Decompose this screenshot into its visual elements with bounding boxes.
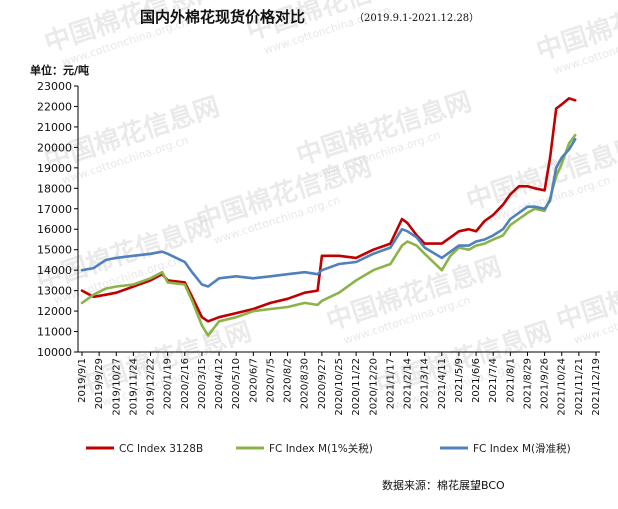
x-tick-label: 2020/5/10 (231, 358, 242, 409)
y-tick-label: 19000 (37, 162, 72, 175)
series-line-1 (80, 97, 577, 323)
y-tick-label: 18000 (37, 182, 72, 195)
x-tick-label: 2021/12/19 (591, 358, 602, 416)
series-line-2 (80, 133, 577, 337)
chart-title: 国内外棉花现货价格对比 (140, 8, 305, 26)
y-tick-label: 13000 (37, 285, 72, 298)
x-tick-label: 2021/6/6 (471, 358, 482, 403)
y-tick-label: 22000 (37, 100, 72, 113)
y-tick-label: 20000 (37, 141, 72, 154)
x-tick-label: 2020/3/15 (197, 358, 208, 409)
x-tick-label: 2021/10/24 (557, 358, 568, 416)
y-tick-label: 12000 (37, 305, 72, 318)
x-tick-label: 2020/7/5 (265, 358, 276, 403)
legend: CC Index 3128B FC Index M(1%关税) FC Index M… (86, 442, 571, 455)
x-tick-label: 2019/9/1 (77, 358, 88, 403)
y-tick-label: 10000 (37, 346, 72, 359)
x-tick-label: 2021/4/11 (437, 358, 448, 409)
series-layer (80, 97, 577, 337)
y-tick-label: 23000 (37, 80, 72, 93)
x-tick-label: 2019/11/24 (128, 358, 139, 416)
y-tick-label: 14000 (37, 264, 72, 277)
x-tick-label: 2020/8/2 (283, 358, 294, 403)
x-tick-label: 2020/4/12 (214, 358, 225, 409)
x-tick-label: 2021/3/14 (420, 358, 431, 409)
x-tick-label: 2021/8/29 (522, 358, 533, 409)
x-tick-label: 2020/6/7 (248, 358, 259, 403)
x-tick-label: 2021/7/4 (488, 358, 499, 403)
x-tick-label: 2021/11/21 (574, 358, 585, 416)
y-tick-label: 11000 (37, 326, 72, 339)
x-tick-label: 2020/2/16 (180, 358, 191, 409)
y-tick-label: 15000 (37, 244, 72, 257)
x-tick-label: 2019/9/29 (94, 358, 105, 409)
x-tick-label: 2019/10/27 (111, 358, 122, 416)
x-tick-label: 2019/12/22 (146, 358, 157, 416)
x-tick-label: 2021/8/1 (505, 358, 516, 403)
x-tick-label: 2020/11/22 (351, 358, 362, 416)
chart-subtitle: （2019.9.1-2021.12.28） (354, 12, 479, 24)
x-tick-label: 2021/1/17 (385, 358, 396, 409)
x-tick-label: 2020/12/20 (368, 358, 379, 416)
series-line-3 (80, 137, 577, 288)
x-tick-label: 2020/1/19 (163, 358, 174, 409)
x-tick-label: 2020/8/30 (300, 358, 311, 409)
x-tick-label: 2021/2/14 (403, 358, 414, 409)
data-source-note: 数据来源：棉花展望BCO (382, 478, 505, 492)
legend-label: FC Index M(1%关税) (269, 442, 373, 455)
x-tick-label: 2021/9/26 (540, 358, 551, 409)
legend-label: FC Index M(滑准税) (473, 442, 571, 455)
y-tick-label: 21000 (37, 121, 72, 134)
unit-label: 单位：元/吨 (30, 63, 89, 77)
x-tick-label: 2021/5/9 (454, 358, 465, 403)
legend-label: CC Index 3128B (119, 443, 203, 455)
y-tick-label: 16000 (37, 223, 72, 236)
y-axis: 10000 11000 12000 13000 14000 15000 16000 17000… (37, 80, 79, 359)
y-tick-label: 17000 (37, 203, 72, 216)
x-axis: 2019/9/1 2019/9/29 2019/10/27 2019/11/24 201… (77, 351, 602, 416)
x-tick-label: 2020/9/27 (317, 358, 328, 409)
x-tick-label: 2020/10/25 (334, 358, 345, 416)
